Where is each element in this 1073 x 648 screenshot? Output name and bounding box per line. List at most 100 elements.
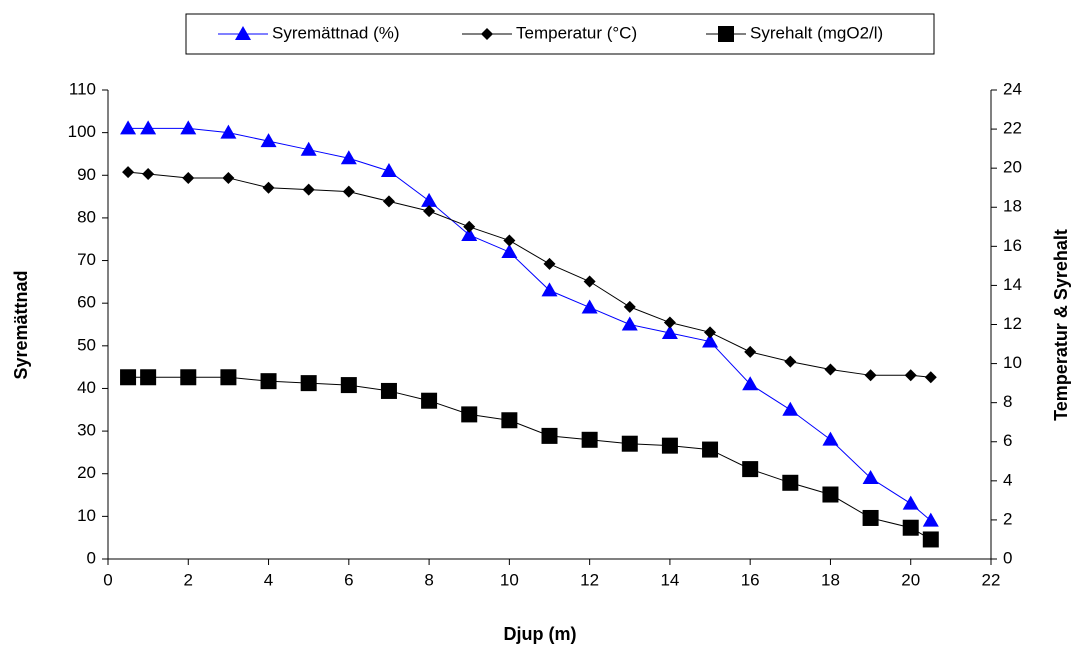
square-marker (822, 486, 839, 503)
legend-label: Syremättnad (%) (272, 23, 400, 42)
square-marker (621, 435, 638, 452)
x-tick-label: 8 (424, 570, 433, 589)
diamond-marker (481, 28, 493, 40)
y2-tick-label: 4 (1003, 470, 1012, 489)
triangle-marker (782, 401, 799, 416)
diamond-marker (423, 205, 436, 218)
diamond-marker (142, 168, 155, 181)
y-tick-label: 110 (69, 79, 96, 98)
diamond-marker (864, 369, 877, 382)
x-tick-label: 22 (982, 570, 1001, 589)
series-line (128, 171, 931, 378)
triangle-marker (581, 299, 598, 314)
y2-tick-label: 20 (1003, 158, 1022, 177)
diamond-marker (342, 185, 355, 198)
square-marker (421, 392, 438, 409)
diamond-marker (924, 371, 937, 384)
square-marker (541, 427, 558, 444)
square-marker (340, 377, 357, 394)
x-axis-title: Djup (m) (504, 624, 577, 644)
y2-axis-title: Temperatur & Syrehalt (1051, 229, 1071, 421)
triangle-marker (702, 333, 719, 348)
y2-tick-label: 18 (1003, 197, 1022, 216)
x-tick-label: 20 (901, 570, 920, 589)
diamond-marker (302, 183, 315, 196)
y-tick-label: 40 (77, 378, 96, 397)
y2-tick-label: 14 (1003, 275, 1022, 294)
diamond-marker (663, 316, 676, 329)
y2-tick-label: 22 (1003, 119, 1022, 138)
triangle-marker (862, 469, 879, 484)
diamond-marker (382, 195, 395, 208)
y2-tick-label: 16 (1003, 236, 1022, 255)
diamond-marker (623, 300, 636, 313)
y-tick-label: 70 (77, 250, 96, 269)
x-tick-label: 18 (821, 570, 840, 589)
diamond-marker (583, 275, 596, 288)
triangle-marker (421, 192, 438, 207)
legend-label: Temperatur (°C) (516, 23, 637, 42)
triangle-marker (235, 26, 251, 40)
diamond-marker (784, 355, 797, 368)
y-axis-title: Syremättnad (11, 270, 31, 379)
diamond-marker (262, 181, 275, 194)
triangle-marker (140, 120, 157, 135)
square-marker (300, 375, 317, 392)
y2-tick-label: 2 (1003, 509, 1012, 528)
y-tick-label: 0 (87, 548, 96, 567)
diamond-marker (503, 234, 516, 247)
square-marker (742, 461, 759, 478)
triangle-marker (120, 120, 137, 135)
diamond-marker (744, 345, 757, 358)
square-marker (501, 412, 518, 429)
diamond-marker (824, 363, 837, 376)
square-marker (922, 531, 939, 548)
square-marker (380, 382, 397, 399)
y2-tick-label: 24 (1003, 79, 1022, 98)
square-marker (782, 474, 799, 491)
legend-box (185, 13, 935, 55)
diamond-marker (704, 326, 717, 339)
diamond-marker (904, 369, 917, 382)
triangle-marker (340, 150, 357, 165)
square-marker (180, 369, 197, 386)
square-marker (661, 437, 678, 454)
y2-tick-label: 8 (1003, 392, 1012, 411)
diamond-marker (463, 220, 476, 233)
x-tick-label: 14 (660, 570, 679, 589)
triangle-marker (220, 124, 237, 139)
diamond-marker (182, 171, 195, 184)
series-line (128, 376, 932, 540)
square-marker (581, 431, 598, 448)
y-tick-label: 10 (77, 506, 96, 525)
triangle-marker (822, 431, 839, 446)
triangle-marker (380, 163, 397, 178)
triangle-marker (742, 376, 759, 391)
square-marker (718, 26, 734, 42)
x-tick-label: 2 (184, 570, 193, 589)
square-marker (120, 369, 137, 386)
square-marker (862, 509, 879, 526)
y-tick-label: 80 (77, 207, 96, 226)
y-tick-label: 90 (77, 165, 96, 184)
y-tick-label: 30 (77, 421, 96, 440)
x-tick-label: 10 (500, 570, 519, 589)
triangle-marker (902, 495, 919, 510)
square-marker (902, 519, 919, 536)
x-tick-label: 12 (580, 570, 599, 589)
y-tick-label: 20 (77, 463, 96, 482)
y2-tick-label: 10 (1003, 353, 1022, 372)
x-tick-label: 4 (264, 570, 273, 589)
triangle-marker (300, 141, 317, 156)
y2-tick-label: 0 (1003, 548, 1012, 567)
y2-tick-label: 6 (1003, 431, 1012, 450)
triangle-marker (541, 282, 558, 297)
square-marker (220, 369, 237, 386)
triangle-marker (621, 316, 638, 331)
square-marker (260, 373, 277, 390)
legend-label: Syrehalt (mgO2/l) (750, 23, 883, 42)
triangle-marker (461, 226, 478, 241)
y2-tick-label: 12 (1003, 314, 1022, 333)
triangle-marker (661, 325, 678, 340)
